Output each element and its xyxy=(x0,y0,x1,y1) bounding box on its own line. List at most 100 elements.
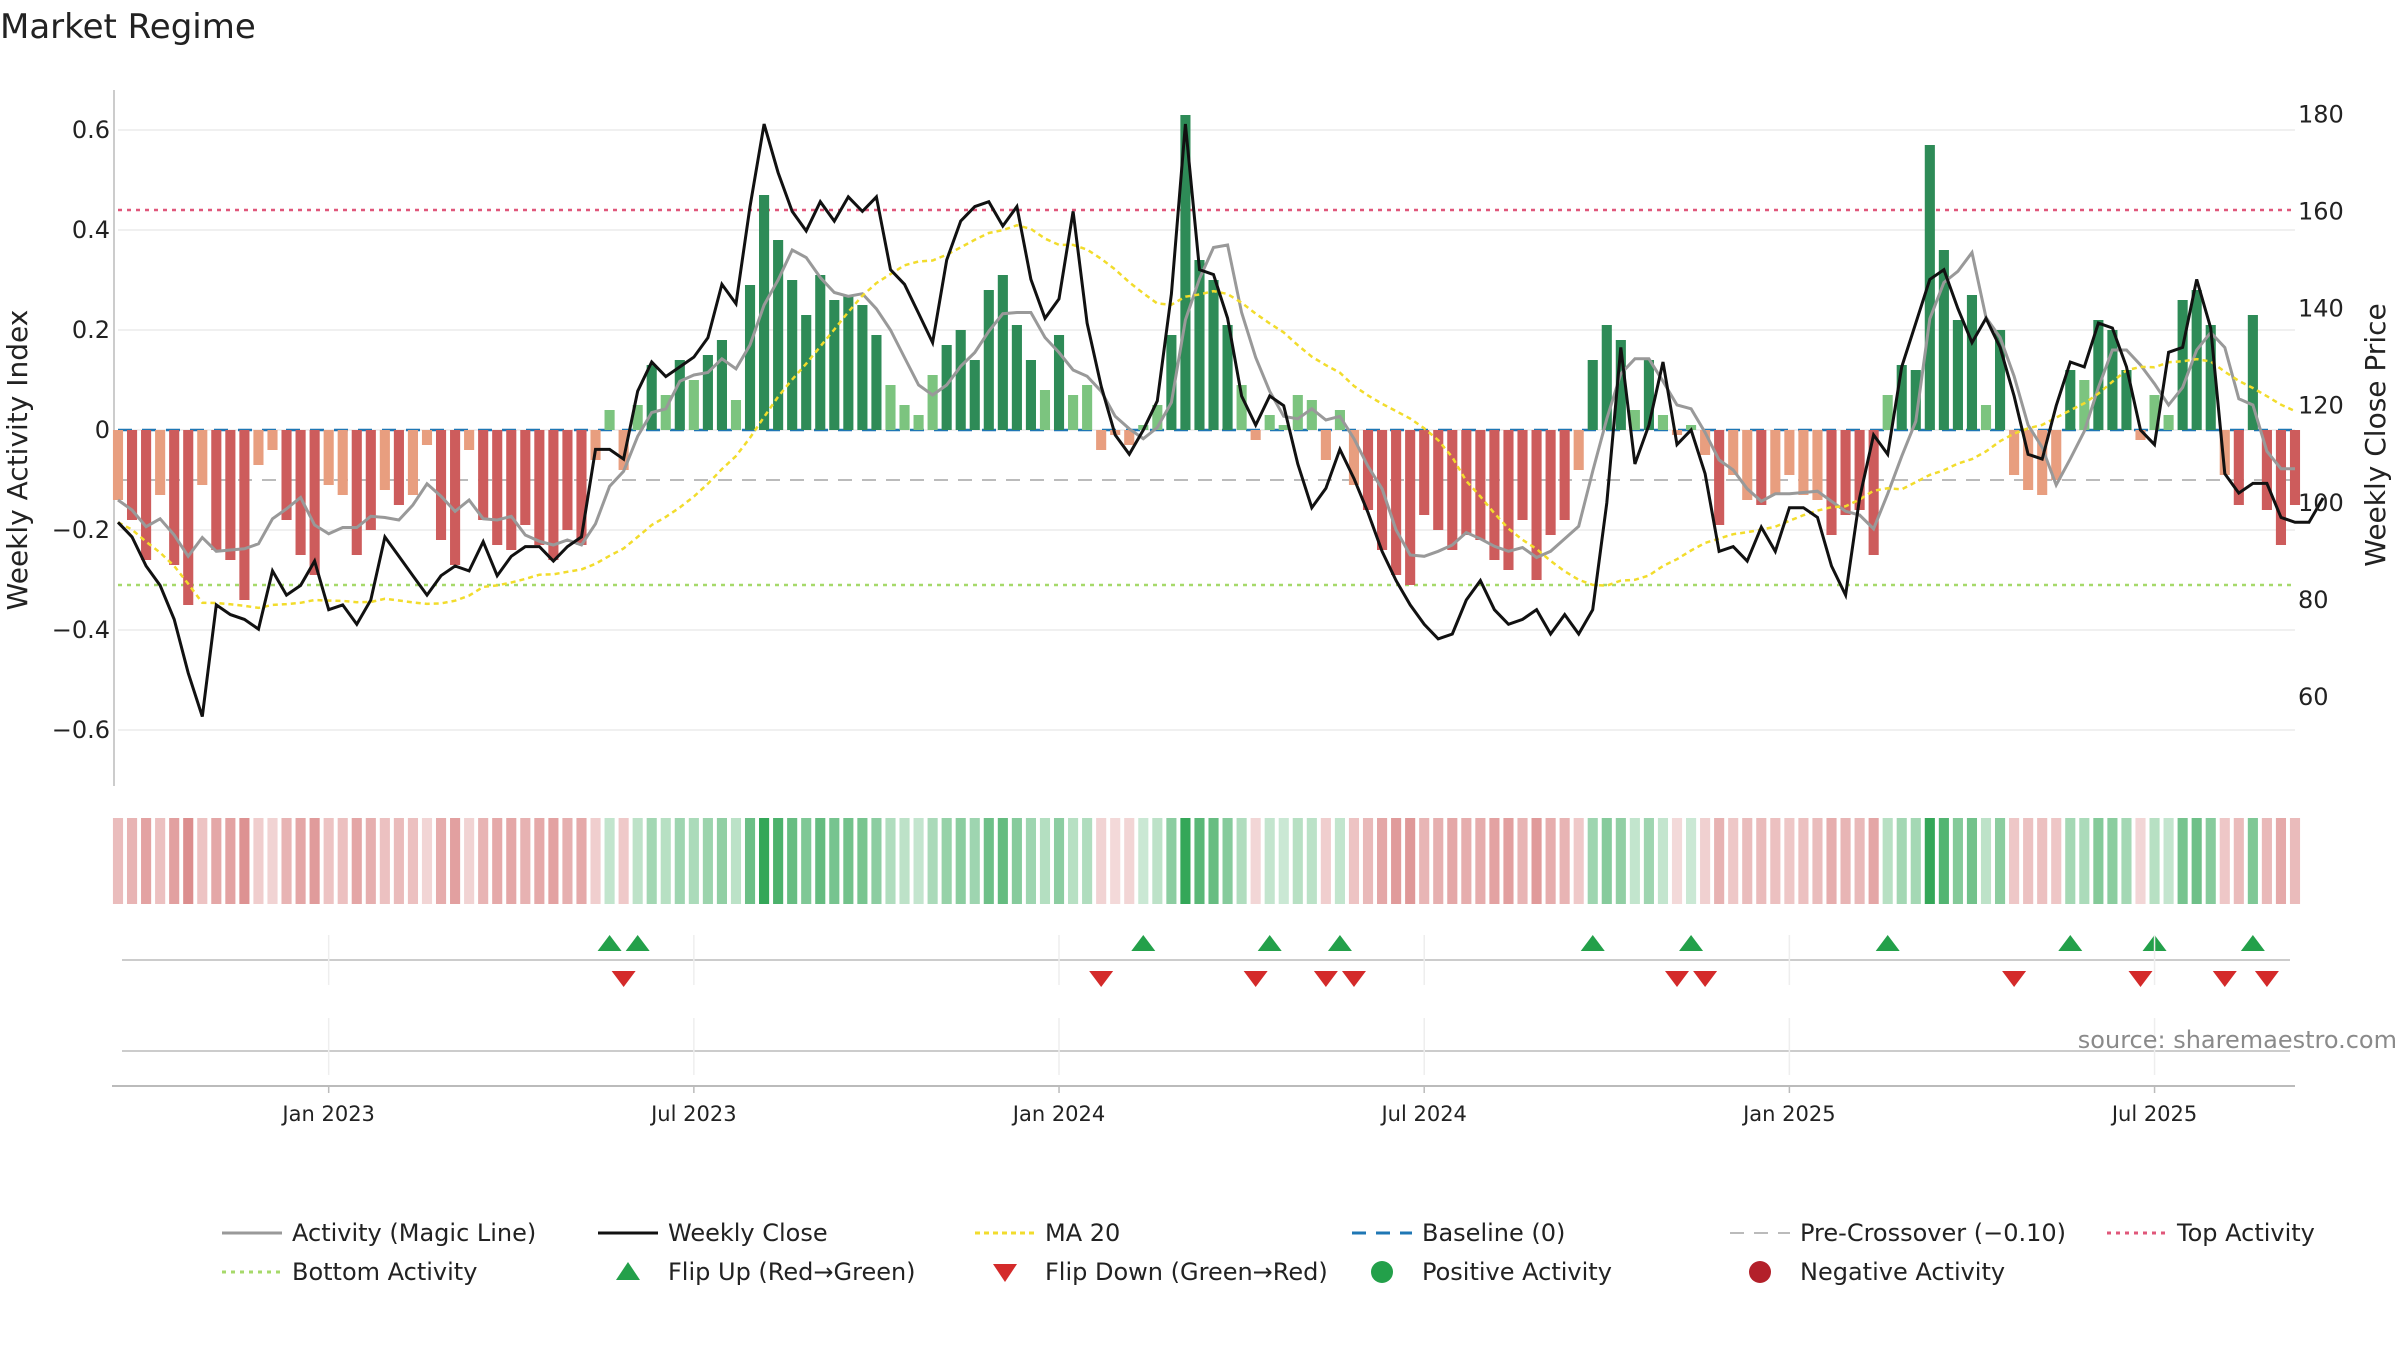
activity-bar xyxy=(1025,360,1036,430)
flip-up-marker xyxy=(1327,935,1352,951)
regime-cell xyxy=(2177,818,2188,904)
regime-cell xyxy=(1994,818,2006,904)
activity-bar xyxy=(337,430,348,495)
flip-up-marker xyxy=(2240,935,2265,951)
activity-bar xyxy=(829,300,840,430)
activity-bar xyxy=(1826,430,1837,535)
activity-bar xyxy=(759,195,770,430)
regime-cell xyxy=(450,818,461,904)
regime-cell xyxy=(759,818,770,904)
x-tick-label: Jan 2024 xyxy=(1011,1102,1106,1126)
flip-down-marker xyxy=(1693,971,1718,987)
activity-bar xyxy=(1222,325,1233,430)
activity-bar xyxy=(604,410,615,430)
activity-bar xyxy=(2205,325,2216,430)
right-axis-ticks: 60 80 100 120 140 160 180 xyxy=(2298,100,2344,711)
activity-bar xyxy=(1166,335,1177,430)
activity-bar xyxy=(1770,430,1781,495)
flip-down-marker xyxy=(1089,971,1114,987)
regime-cell xyxy=(829,818,840,904)
regime-cell xyxy=(155,818,166,904)
regime-cell xyxy=(604,818,615,904)
flip-down-marker xyxy=(2002,971,2027,987)
activity-bar xyxy=(253,430,264,465)
regime-cell xyxy=(674,818,685,904)
regime-cell xyxy=(562,818,573,904)
x-tick-label: Jul 2025 xyxy=(2110,1102,2197,1126)
regime-cell xyxy=(1924,818,1935,904)
regime-cell xyxy=(2289,818,2301,904)
regime-cell xyxy=(801,818,812,904)
activity-bar xyxy=(899,405,910,430)
regime-cell xyxy=(927,818,938,904)
activity-bar xyxy=(885,385,896,430)
regime-cell xyxy=(618,818,629,904)
regime-cell xyxy=(1686,818,1697,904)
activity-bar xyxy=(141,430,152,560)
regime-cell xyxy=(2191,818,2202,904)
regime-cell xyxy=(1011,818,1022,904)
flip-up-marker xyxy=(1257,935,1282,951)
regime-cell xyxy=(337,818,348,904)
regime-cell xyxy=(548,818,559,904)
regime-cell xyxy=(478,818,489,904)
legend-item-weekly-close: Weekly Close xyxy=(598,1219,828,1247)
activity-bar xyxy=(1840,430,1851,515)
regime-cell xyxy=(1882,818,1893,904)
legend-swatch xyxy=(1371,1261,1393,1283)
activity-bar xyxy=(548,430,559,560)
left-tick-label: −0.6 xyxy=(52,716,110,744)
regime-cell xyxy=(1868,818,1879,904)
regime-cell xyxy=(323,818,334,904)
activity-bar xyxy=(1236,385,1247,430)
activity-bar xyxy=(309,430,320,575)
activity-bar xyxy=(2107,330,2118,430)
regime-cell xyxy=(267,818,278,904)
regime-cell xyxy=(379,818,390,904)
activity-bar xyxy=(2247,315,2258,430)
regime-cell xyxy=(2275,818,2287,904)
regime-cell xyxy=(2247,818,2258,904)
regime-cell xyxy=(2037,818,2048,904)
regime-cell xyxy=(1320,818,1331,904)
regime-cell xyxy=(1475,818,1486,904)
activity-bar xyxy=(1798,430,1809,495)
regime-cell xyxy=(365,818,376,904)
legend-item-negative-activity: Negative Activity xyxy=(1749,1258,2005,1286)
regime-cell xyxy=(730,818,742,904)
activity-bar xyxy=(1657,415,1669,430)
regime-cell xyxy=(1826,818,1837,904)
activity-bar xyxy=(744,285,756,430)
activity-bar xyxy=(2275,430,2287,545)
activity-bar xyxy=(702,355,713,430)
legend-label: Flip Up (Red→Green) xyxy=(668,1258,916,1286)
activity-bar xyxy=(941,345,952,430)
regime-cell xyxy=(141,818,152,904)
flip-down-marker xyxy=(1341,971,1366,987)
activity-bar xyxy=(1615,340,1626,430)
regime-cell xyxy=(2219,818,2230,904)
regime-cell xyxy=(421,818,433,904)
regime-cell xyxy=(2163,818,2174,904)
regime-cell xyxy=(506,818,517,904)
regime-cell xyxy=(1292,818,1303,904)
flip-down-marker xyxy=(611,971,636,987)
flip-up-marker xyxy=(1580,935,1605,951)
regime-cell xyxy=(2051,818,2062,904)
regime-cell xyxy=(1798,818,1809,904)
regime-cell xyxy=(899,818,910,904)
activity-bar xyxy=(857,305,868,430)
regime-cell xyxy=(1952,818,1963,904)
activity-bar xyxy=(1938,250,1949,430)
regime-cell xyxy=(351,818,362,904)
activity-bar xyxy=(1334,410,1345,430)
activity-bar xyxy=(2177,300,2188,430)
regime-cell xyxy=(1124,818,1135,904)
regime-cell xyxy=(1812,818,1823,904)
legend-swatch xyxy=(993,1264,1017,1282)
activity-bar xyxy=(2163,415,2174,430)
regime-cell xyxy=(1082,818,1093,904)
activity-bar xyxy=(562,430,573,530)
activity-bar xyxy=(225,430,236,560)
